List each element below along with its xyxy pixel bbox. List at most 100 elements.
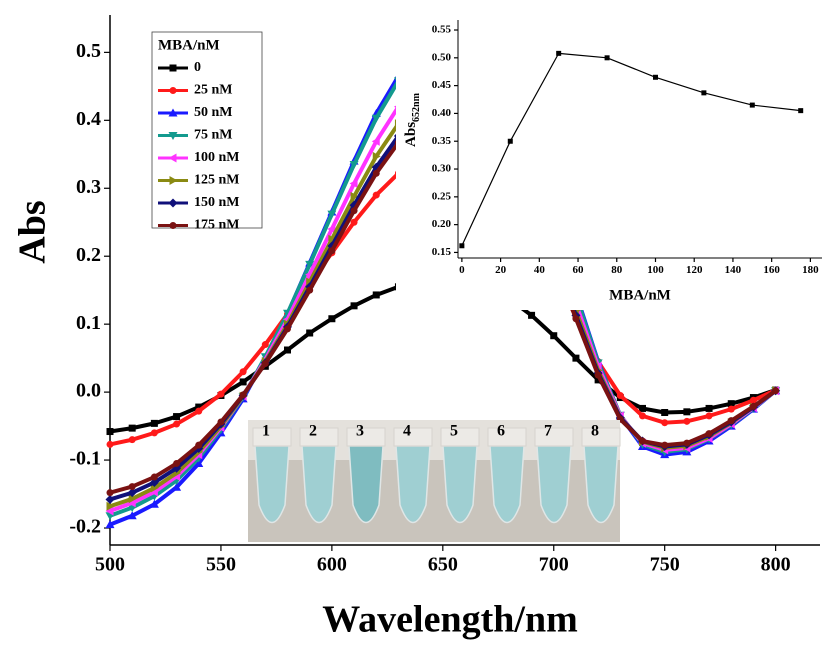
marker (106, 501, 115, 511)
x-tick-label: 100 (647, 264, 664, 276)
marker (616, 392, 624, 400)
marker (217, 390, 225, 398)
marker (173, 420, 181, 428)
y-tick-label: 0.15 (432, 246, 452, 258)
tube-number: 8 (591, 423, 599, 440)
marker (128, 424, 136, 432)
tube-number: 4 (403, 423, 411, 440)
marker (772, 387, 780, 395)
legend-label: 50 nM (194, 105, 233, 120)
marker (528, 311, 536, 319)
marker (105, 520, 115, 529)
marker (327, 210, 337, 219)
marker (652, 74, 658, 80)
marker (106, 428, 114, 436)
marker (172, 482, 182, 491)
x-axis-label: MBA/nM (609, 287, 671, 303)
x-tick-label: 80 (611, 264, 623, 276)
x-tick-label: 800 (761, 554, 791, 576)
legend-marker (169, 222, 177, 229)
marker (173, 413, 181, 421)
marker (328, 315, 336, 323)
marker (106, 440, 114, 448)
marker (639, 437, 646, 445)
x-tick-label: 600 (317, 554, 347, 576)
marker (105, 494, 115, 504)
x-axis-label: Wavelength/nm (322, 599, 577, 641)
marker (327, 224, 336, 234)
marker (284, 346, 291, 354)
marker (705, 404, 713, 412)
marker (350, 207, 358, 215)
marker (150, 473, 158, 481)
marker (173, 459, 181, 467)
legend-label: 25 nM (194, 83, 233, 98)
legend-label: 125 nM (194, 173, 240, 188)
y-tick-label: 0.0 (76, 380, 101, 402)
marker (328, 247, 336, 255)
marker (372, 169, 380, 177)
marker (195, 407, 203, 415)
inset-photo: 1 2 3 4 5 6 7 8 (248, 420, 621, 542)
tube (395, 445, 431, 524)
tube-cap (299, 427, 339, 447)
legend-label: 150 nM (194, 195, 240, 210)
y-axis-label: Abs (12, 200, 54, 263)
marker (149, 499, 159, 508)
marker (328, 234, 337, 244)
legend-marker (169, 64, 177, 72)
x-tick-label: 500 (95, 554, 125, 576)
tube-number: 5 (450, 423, 458, 440)
marker (305, 260, 315, 269)
tube-cap (440, 427, 480, 447)
marker (372, 151, 381, 161)
x-tick-label: 0 (459, 264, 465, 276)
y-tick-label: 0.1 (76, 312, 101, 334)
legend-label: 175 nM (194, 218, 240, 233)
y-axis-label: Abs652nm (403, 92, 422, 147)
marker (727, 417, 735, 425)
marker (459, 243, 465, 249)
marker (128, 494, 137, 504)
legend-marker (168, 108, 178, 117)
y-tick-label: -0.1 (69, 448, 101, 470)
y-tick-label: 0.55 (432, 24, 452, 36)
y-tick-label: 0.2 (76, 244, 101, 266)
marker (239, 378, 247, 386)
marker (284, 325, 291, 333)
marker (639, 412, 646, 420)
marker (749, 102, 755, 108)
y-tick-label: 0.30 (432, 163, 452, 175)
marker (127, 498, 136, 508)
y-tick-label: 0.50 (432, 51, 452, 63)
tube (583, 445, 619, 524)
marker (149, 487, 158, 497)
marker (349, 179, 358, 189)
marker (683, 417, 691, 425)
y-tick-label: 0.3 (76, 176, 101, 198)
tube-number: 3 (356, 423, 364, 440)
x-tick-label: 650 (428, 554, 458, 576)
y-tick-label: 0.5 (76, 40, 101, 62)
x-tick-label: 40 (534, 264, 546, 276)
tube (254, 445, 290, 524)
y-tick-label: 0.40 (432, 107, 452, 119)
marker (106, 489, 114, 497)
marker (727, 405, 735, 413)
marker (239, 391, 247, 399)
marker (127, 488, 137, 498)
legend-label: 100 nM (194, 150, 240, 165)
marker (371, 136, 380, 146)
marker (507, 138, 513, 144)
legend-marker (168, 132, 178, 140)
marker (372, 291, 380, 299)
marker (749, 402, 757, 410)
tube (442, 445, 478, 524)
x-tick-label: 180 (802, 264, 819, 276)
marker (572, 354, 580, 362)
tube (301, 445, 337, 524)
y-tick-label: 0.45 (432, 79, 452, 91)
y-tick-label: 0.4 (76, 108, 101, 130)
marker (639, 404, 646, 412)
y-axis-label-main: Abs (403, 122, 419, 147)
